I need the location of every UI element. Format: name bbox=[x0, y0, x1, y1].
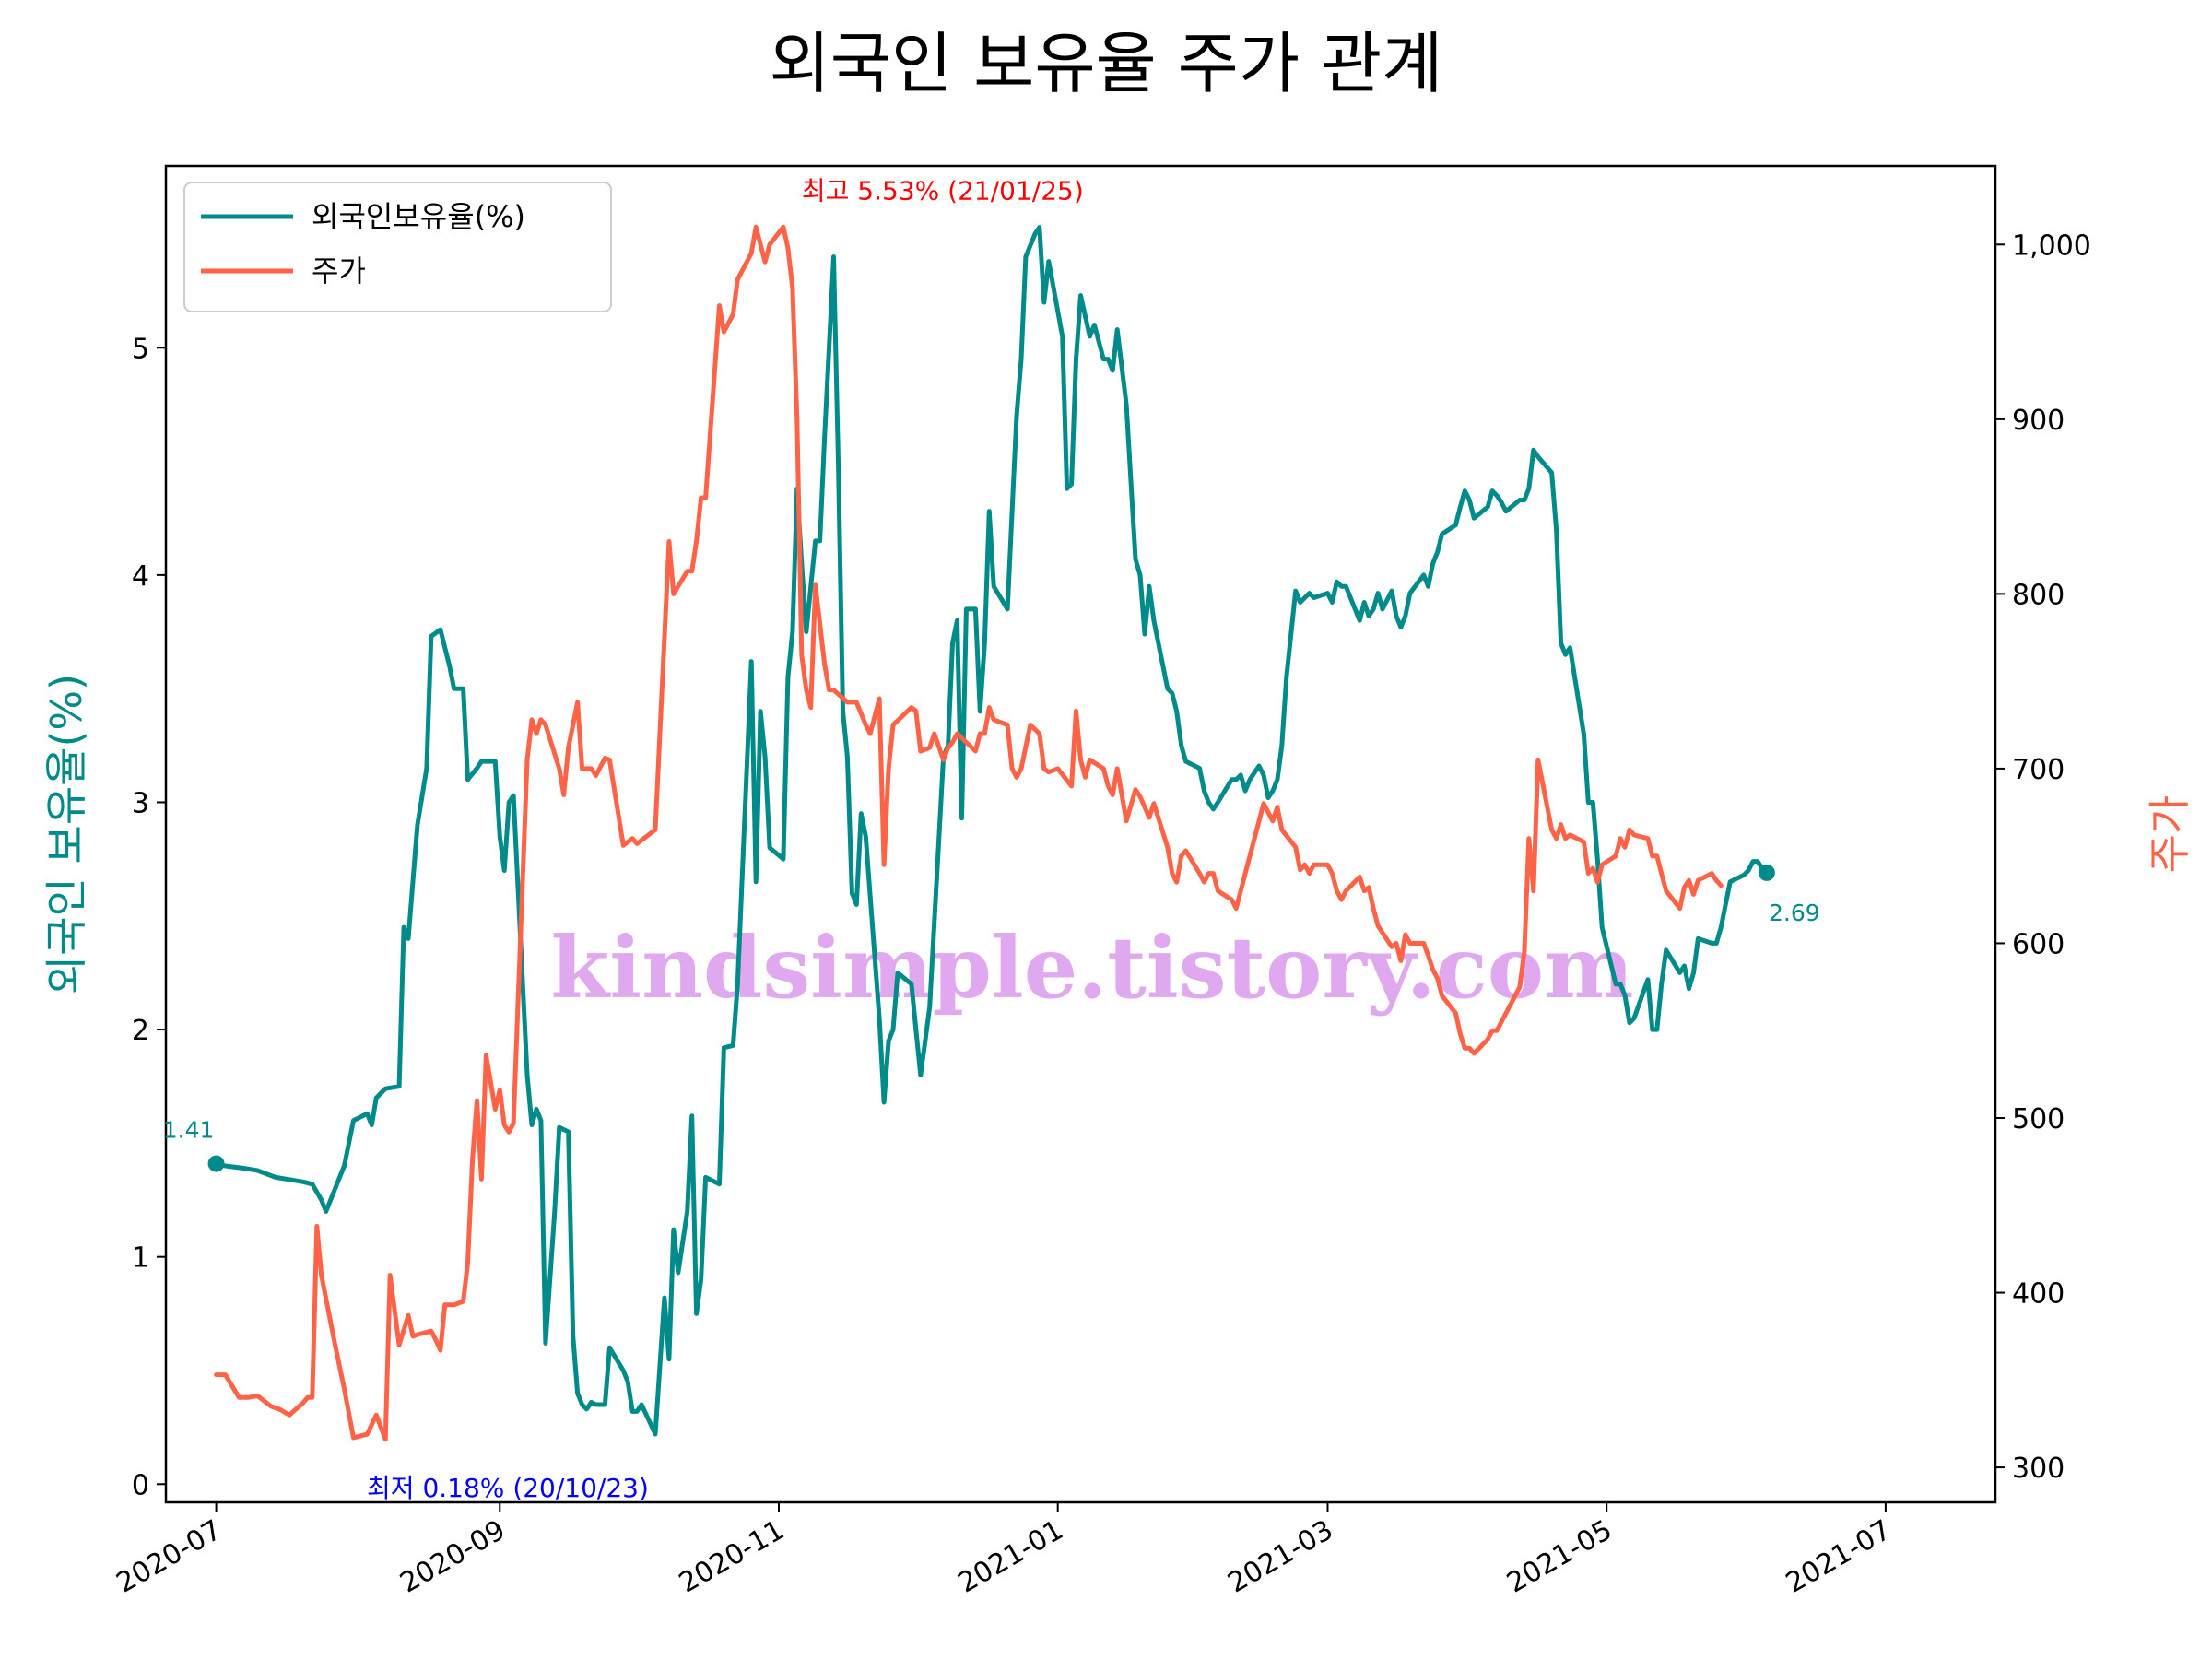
y-left-tick-label: 3 bbox=[132, 787, 149, 819]
x-tick-label: 2021-03 bbox=[1222, 1514, 1338, 1600]
y-right-tick-label: 600 bbox=[2012, 928, 2065, 960]
y-right-tick-label: 500 bbox=[2012, 1103, 2065, 1135]
plot-area bbox=[166, 166, 1995, 1502]
y-left-tick-label: 5 bbox=[132, 333, 149, 365]
start-value-label: 1.41 bbox=[163, 1117, 215, 1144]
y-right-tick-label: 300 bbox=[2012, 1453, 2065, 1485]
end-marker bbox=[1758, 864, 1775, 881]
max-annotation: 최고 5.53% (21/01/25) bbox=[802, 176, 1084, 206]
x-tick-label: 2021-07 bbox=[1781, 1514, 1897, 1600]
y-right-tick-label: 700 bbox=[2012, 754, 2065, 786]
chart-title: 외국인 보유율 주가 관계 bbox=[769, 25, 1442, 102]
y-left-tick-label: 0 bbox=[132, 1469, 149, 1501]
y-left-tick-label: 1 bbox=[132, 1242, 149, 1275]
y-left-tick-label: 4 bbox=[132, 560, 149, 593]
y-left-tick-label: 2 bbox=[132, 1015, 149, 1047]
legend-label-price: 주가 bbox=[312, 253, 366, 288]
legend-label-ownership: 외국인보유율(%) bbox=[312, 199, 525, 234]
start-marker bbox=[207, 1155, 225, 1172]
x-tick-label: 2020-11 bbox=[674, 1514, 790, 1600]
x-tick-label: 2020-07 bbox=[112, 1514, 228, 1600]
x-tick-label: 2020-09 bbox=[394, 1514, 511, 1600]
y-right-tick-label: 1,000 bbox=[2012, 229, 2091, 262]
series-line-price bbox=[214, 224, 1724, 1442]
series-line-ownership bbox=[214, 225, 1770, 1437]
y-right-tick-label: 900 bbox=[2012, 405, 2065, 437]
min-annotation: 최저 0.18% (20/10/23) bbox=[367, 1473, 649, 1503]
watermark: kindsimple.tistory.com bbox=[550, 918, 1633, 1018]
x-tick-label: 2021-05 bbox=[1501, 1514, 1618, 1600]
y-axis-left-label: 외국인 보유율(%) bbox=[41, 674, 91, 994]
y-axis-right-label: 주가 bbox=[2145, 795, 2194, 874]
y-right-tick-label: 400 bbox=[2012, 1278, 2065, 1311]
x-tick-label: 2021-01 bbox=[953, 1514, 1069, 1600]
legend: 외국인보유율(%) 주가 bbox=[183, 182, 612, 312]
axes-frame bbox=[164, 164, 1997, 1504]
end-value-label: 2.69 bbox=[1769, 900, 1820, 926]
y-right-tick-label: 800 bbox=[2012, 579, 2065, 611]
